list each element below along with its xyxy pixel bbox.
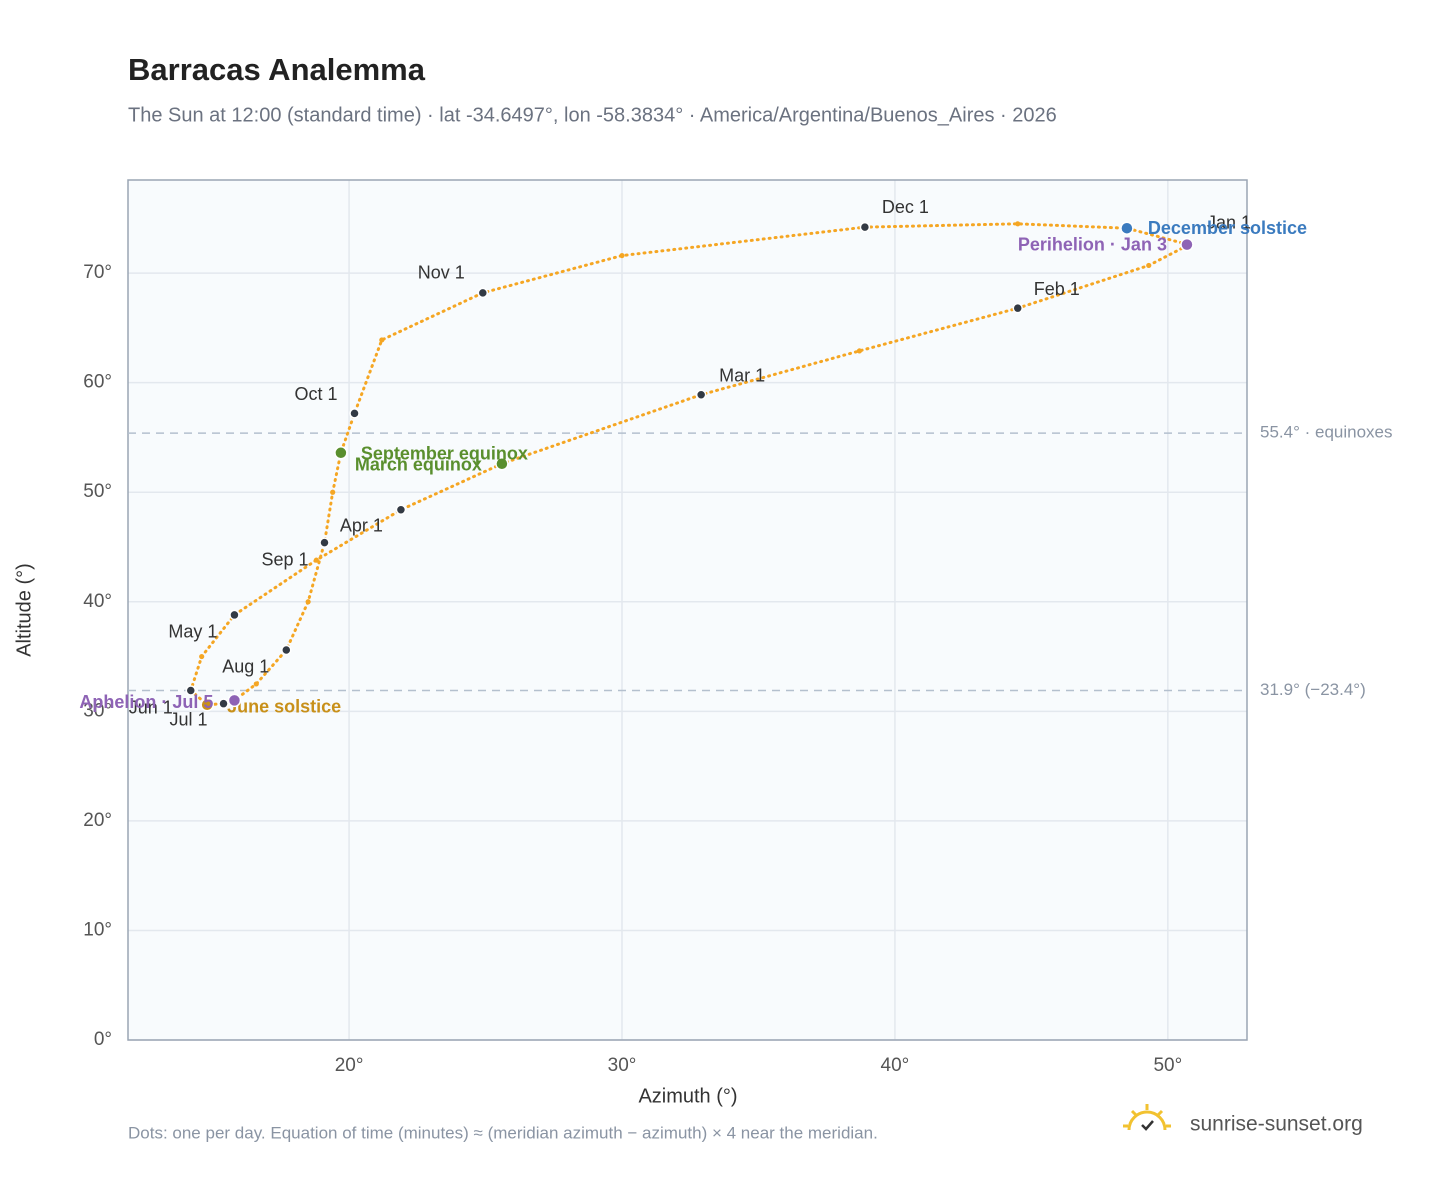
day-dot — [313, 557, 319, 563]
x-tick-label: 30° — [608, 1055, 637, 1076]
day-dot — [1146, 262, 1152, 269]
event-label: June solstice — [227, 697, 341, 717]
y-tick-label: 50° — [83, 481, 112, 502]
month-label: Sep 1 — [261, 549, 308, 569]
analemma-curve — [189, 222, 1189, 707]
brand-name: sunrise-sunset.org — [1190, 1113, 1363, 1136]
month-label: Jun 1 — [129, 697, 173, 717]
x-axis-label: Azimuth (°) — [638, 1085, 737, 1107]
month-label: Oct 1 — [295, 384, 338, 404]
month-label: Nov 1 — [418, 263, 465, 283]
month-marker — [281, 644, 292, 656]
y-tick-label: 0° — [94, 1029, 112, 1050]
y-tick-label: 70° — [83, 262, 112, 283]
day-dot — [199, 653, 205, 660]
y-tick-label: 60° — [83, 372, 112, 393]
month-marker — [319, 537, 330, 548]
event-marker — [227, 693, 242, 708]
y-tick-label: 20° — [83, 810, 112, 831]
month-marker — [229, 609, 240, 621]
day-dot — [379, 337, 385, 343]
event-label: Aphelion · Jul 5 — [79, 692, 213, 712]
y-tick-label: 10° — [83, 919, 112, 940]
month-label: Aug 1 — [222, 657, 269, 677]
month-marker — [859, 221, 871, 233]
month-label: Jan 1 — [1207, 212, 1251, 232]
month-label: Dec 1 — [882, 197, 929, 217]
day-dot — [619, 252, 625, 259]
day-dot — [253, 681, 259, 687]
y-tick-label: 30° — [83, 700, 112, 721]
day-dot — [856, 348, 863, 354]
plot-area — [128, 180, 1247, 1040]
event-marker — [495, 456, 509, 471]
month-label: Feb 1 — [1034, 279, 1080, 299]
day-dot — [1015, 221, 1021, 227]
chart-title: Barracas Analemma — [128, 52, 426, 87]
chart-subtitle: The Sun at 12:00 (standard time) · lat -… — [128, 104, 1057, 126]
reference-label: 31.9° (−23.4°) — [1260, 680, 1366, 699]
x-tick-label: 20° — [335, 1055, 364, 1076]
month-marker — [395, 504, 407, 516]
day-dot — [330, 489, 336, 495]
month-marker — [1012, 302, 1023, 314]
month-marker — [477, 287, 489, 299]
month-label: Jul 1 — [169, 709, 207, 729]
event-marker — [200, 698, 214, 712]
day-dot — [305, 599, 311, 605]
month-label: Apr 1 — [340, 516, 383, 536]
x-tick-label: 50° — [1153, 1055, 1182, 1076]
event-label: September equinox — [361, 444, 528, 464]
month-marker — [185, 685, 197, 696]
event-marker — [1180, 237, 1194, 252]
event-marker — [1120, 221, 1134, 235]
month-marker — [695, 389, 707, 400]
event-marker — [334, 446, 348, 460]
event-label: December solstice — [1148, 218, 1307, 238]
reference-label: 55.4° · equinoxes — [1260, 423, 1393, 442]
event-label: March equinox — [355, 454, 482, 474]
brand-logo — [1123, 1104, 1171, 1131]
month-marker — [218, 698, 229, 709]
event-label: Perihelion · Jan 3 — [1018, 234, 1167, 254]
y-axis-label: Altitude (°) — [13, 563, 35, 657]
month-label: May 1 — [168, 622, 217, 642]
x-tick-label: 40° — [881, 1055, 910, 1076]
plot-border — [127, 179, 1248, 1041]
month-label: Mar 1 — [719, 365, 765, 385]
y-tick-label: 40° — [83, 591, 112, 612]
month-marker — [349, 408, 360, 419]
footnote: Dots: one per day. Equation of time (min… — [128, 1123, 878, 1142]
